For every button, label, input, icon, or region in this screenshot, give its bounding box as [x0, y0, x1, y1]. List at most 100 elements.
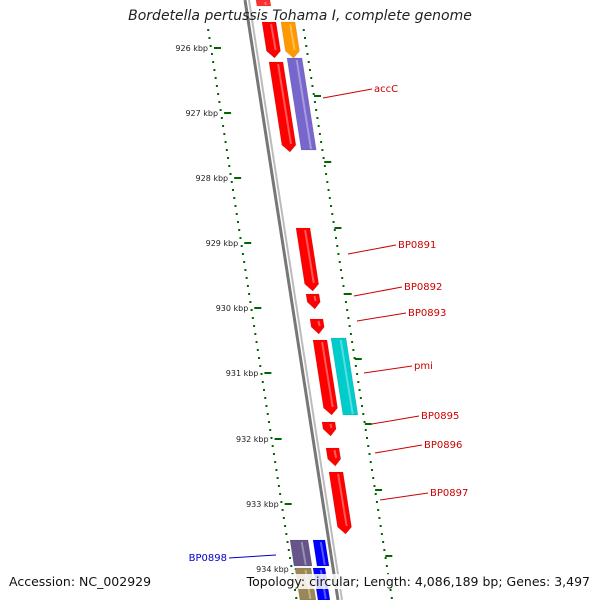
ruler-ticks: 926 kbp 927 kbp 928 kbp 929 kbp 930 kbp 931 k…	[175, 44, 393, 574]
gene-label[interactable]: BP0895	[421, 411, 459, 422]
ruler-dot	[390, 597, 393, 599]
ruler-dot	[249, 301, 252, 303]
ruler-dot	[320, 141, 323, 143]
backbone	[243, 0, 343, 601]
cds-feature	[312, 339, 338, 416]
ruler-dot	[362, 413, 365, 415]
ruler-dot	[218, 101, 221, 103]
ruler-dot	[346, 309, 349, 311]
cds-feature	[325, 447, 342, 467]
ruler-dot	[321, 149, 324, 151]
gene-label[interactable]: pmi	[414, 361, 433, 372]
ruler-dot	[263, 389, 266, 391]
gene-label-leader	[363, 365, 413, 374]
ruler-dot	[208, 37, 211, 39]
ruler-dot	[372, 477, 375, 479]
gene-label[interactable]: BP0897	[430, 488, 468, 499]
ruler-dot	[232, 189, 235, 191]
ruler-dot	[287, 549, 290, 551]
ruler-dot	[212, 61, 215, 63]
ruler-dot	[210, 53, 213, 55]
feature-shine	[337, 473, 348, 527]
ruler-dot	[219, 109, 222, 111]
ruler-dot	[253, 325, 256, 327]
ruler-dot	[248, 293, 251, 295]
backbone-line	[248, 0, 343, 601]
ruler-dot	[307, 61, 310, 63]
ruler-dot	[267, 421, 270, 423]
ruler-dot	[379, 525, 382, 527]
ruler-dot	[286, 541, 289, 543]
ruler-dot	[375, 501, 378, 503]
ruler-dot	[265, 405, 268, 407]
ruler-dot	[260, 373, 263, 375]
ruler-dot	[224, 141, 227, 143]
ruler-dot	[359, 397, 362, 399]
ruler-dot	[322, 157, 325, 159]
feature-shine	[277, 63, 292, 145]
ruler-dot	[255, 341, 258, 343]
ruler-dot	[304, 37, 307, 39]
ruler-tick-label: 930 kbp	[216, 304, 249, 313]
ruler-dot	[361, 405, 364, 407]
ruler-dot	[238, 229, 241, 231]
feature-shine	[313, 295, 317, 302]
ruler-dot	[315, 109, 318, 111]
feature-shine	[264, 1, 267, 6]
ruler-dot	[258, 357, 261, 359]
ruler-dot	[243, 261, 246, 263]
ruler-dot	[328, 197, 331, 199]
ruler-dot	[272, 453, 275, 455]
ruler-dot	[285, 533, 288, 535]
ruler-dot	[368, 453, 371, 455]
gene-label[interactable]: BP0893	[408, 308, 446, 319]
map-title: Bordetella pertussis Tohama I, complete …	[128, 8, 472, 24]
ruler-dot	[234, 205, 237, 207]
ruler-dot	[311, 85, 314, 87]
gene-label[interactable]: BP0891	[398, 240, 436, 251]
ruler-dot	[357, 381, 360, 383]
feature-shine	[270, 23, 277, 51]
ruler-dot	[240, 245, 243, 247]
ruler-tick-label: 932 kbp	[236, 435, 269, 444]
ruler-dot	[229, 173, 232, 175]
ruler-dot	[363, 421, 366, 423]
ruler-dot	[302, 29, 305, 31]
ruler-dot	[383, 549, 386, 551]
ruler-dot	[341, 277, 344, 279]
ruler-dot	[281, 509, 284, 511]
gene-label[interactable]: BP0898	[189, 553, 227, 564]
ruler-dot	[327, 189, 330, 191]
ruler-dot	[326, 181, 329, 183]
ruler-dot	[335, 237, 338, 239]
ruler-dot	[378, 517, 381, 519]
gene-label-leader	[371, 415, 420, 425]
ruler-dot	[290, 565, 293, 567]
accession-text: Accession: NC_002929	[9, 574, 152, 589]
ruler-dot	[366, 437, 369, 439]
ruler-dot	[256, 349, 259, 351]
ruler-dot	[295, 597, 298, 599]
ruler-dots	[207, 29, 393, 599]
ruler-dot	[351, 341, 354, 343]
feature-shine	[300, 541, 307, 566]
gene-label[interactable]: accC	[374, 84, 398, 95]
gene-label[interactable]: BP0896	[424, 440, 462, 451]
ruler-dot	[358, 389, 361, 391]
ruler-dot	[223, 133, 226, 135]
ruler-dot	[312, 93, 315, 95]
ruler-dot	[280, 501, 283, 503]
gene-label-leader	[228, 554, 277, 559]
ruler-dot	[374, 493, 377, 495]
ruler-dot	[254, 333, 257, 335]
gene-label[interactable]: BP0892	[404, 282, 442, 293]
ruler-dot	[377, 509, 380, 511]
ruler-dot	[339, 269, 342, 271]
ruler-dot	[308, 69, 311, 71]
feature-shine	[317, 320, 321, 327]
feature-shine	[289, 23, 296, 51]
gene-label-leader	[353, 286, 403, 297]
ruler-dot	[333, 229, 336, 231]
